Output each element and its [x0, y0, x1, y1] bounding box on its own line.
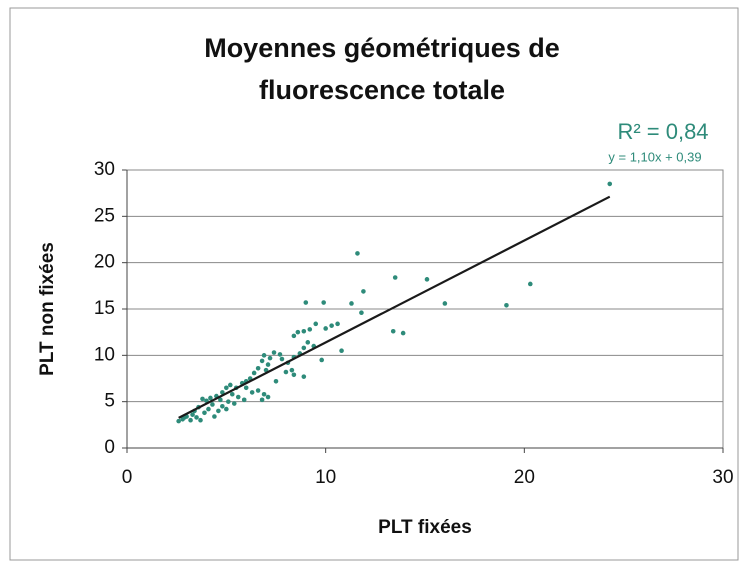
point	[301, 374, 307, 379]
point	[235, 394, 241, 400]
point	[224, 385, 229, 391]
point	[283, 369, 289, 375]
x-tick-label: 20	[514, 467, 535, 488]
point	[301, 328, 307, 334]
x-axis-label: PLT fixées	[378, 517, 472, 538]
y-tick-label: 20	[94, 252, 115, 273]
chart-frame	[9, 7, 739, 561]
point	[241, 397, 247, 403]
y-axis-label: PLT non fixées	[37, 242, 58, 376]
point	[255, 366, 261, 371]
y-tick-label: 30	[94, 159, 115, 180]
x-tick-label: 0	[122, 467, 133, 488]
point	[212, 414, 217, 419]
point	[255, 388, 261, 393]
equation: y = 1,10x + 0,39	[608, 149, 701, 164]
point	[265, 362, 271, 367]
y-tick-label: 15	[94, 298, 115, 319]
point	[307, 327, 313, 332]
point	[339, 348, 344, 354]
point	[291, 372, 297, 378]
point	[243, 385, 249, 391]
point	[607, 181, 613, 187]
point	[190, 412, 195, 417]
point	[291, 333, 297, 339]
point	[355, 251, 360, 256]
point	[267, 355, 273, 361]
point	[301, 345, 307, 351]
point	[231, 401, 237, 406]
point	[442, 301, 448, 306]
point	[251, 370, 257, 376]
point	[305, 340, 311, 345]
point	[200, 396, 205, 402]
point	[349, 301, 354, 306]
point	[400, 330, 406, 336]
y-tick-label: 25	[94, 205, 115, 226]
point	[273, 378, 279, 384]
point	[323, 326, 328, 331]
chart-title: Moyennes géométriques de	[204, 33, 560, 63]
point	[392, 275, 398, 280]
point	[218, 397, 223, 403]
point	[265, 394, 271, 400]
point	[504, 302, 509, 308]
point	[271, 350, 277, 355]
x-tick-label: 10	[315, 467, 336, 488]
point	[361, 289, 366, 294]
y-tick-label: 0	[104, 437, 115, 458]
r-squared: R² = 0,84	[617, 119, 708, 144]
point	[261, 391, 267, 397]
point	[289, 367, 295, 373]
point	[390, 328, 396, 334]
point	[210, 402, 215, 407]
point	[329, 323, 334, 328]
trendline	[178, 195, 611, 419]
point	[313, 321, 319, 327]
point	[527, 281, 533, 287]
y-tick-label: 10	[94, 344, 115, 365]
point	[220, 390, 225, 395]
point	[176, 418, 181, 424]
point	[216, 408, 221, 414]
point	[303, 300, 309, 305]
point	[194, 415, 199, 420]
y-tick-label: 5	[104, 391, 115, 412]
point	[249, 390, 255, 395]
x-tick-label: 30	[712, 467, 733, 488]
point	[359, 310, 364, 316]
point	[279, 356, 285, 362]
point	[229, 391, 235, 397]
point	[228, 382, 233, 388]
point	[220, 404, 225, 409]
point	[259, 358, 265, 364]
point	[206, 406, 211, 412]
chart-title: fluorescence totale	[259, 75, 505, 105]
point	[319, 357, 324, 363]
point	[277, 352, 283, 357]
point	[424, 277, 430, 282]
point	[188, 417, 193, 423]
point	[224, 406, 229, 412]
point	[321, 300, 326, 305]
point	[198, 417, 203, 423]
point	[295, 329, 301, 335]
point	[335, 321, 340, 327]
point	[261, 353, 267, 358]
point	[259, 397, 265, 403]
point	[202, 410, 207, 416]
point	[208, 395, 213, 401]
point	[226, 399, 231, 404]
